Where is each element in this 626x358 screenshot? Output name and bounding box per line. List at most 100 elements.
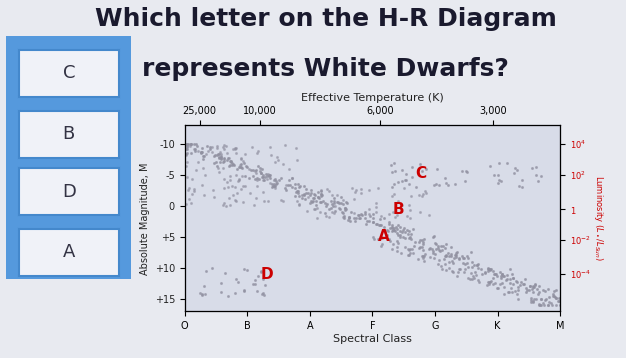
X-axis label: Spectral Class: Spectral Class: [333, 334, 412, 344]
Point: [382, 232, 393, 238]
Point: [356, 216, 366, 221]
Point: [431, 242, 441, 247]
Point: [500, 291, 510, 297]
Point: [239, 199, 249, 205]
Point: [371, 209, 381, 215]
Point: [365, 213, 375, 218]
Point: [316, 187, 326, 193]
Point: [375, 216, 385, 222]
Point: [221, 143, 231, 149]
Point: [235, 164, 245, 170]
Point: [393, 179, 403, 185]
Point: [533, 178, 543, 184]
Point: [182, 174, 192, 180]
Point: [418, 247, 428, 253]
Point: [526, 299, 536, 305]
Point: [387, 225, 397, 231]
Point: [420, 251, 430, 257]
Point: [398, 168, 408, 173]
Point: [415, 238, 425, 243]
Point: [327, 200, 337, 206]
Point: [438, 243, 448, 249]
Point: [257, 170, 267, 176]
Point: [332, 192, 342, 198]
Point: [521, 285, 531, 291]
Point: [219, 185, 229, 190]
Point: [388, 227, 398, 233]
Point: [340, 207, 350, 213]
Point: [182, 144, 192, 150]
Point: [406, 193, 416, 199]
Point: [260, 282, 270, 288]
Point: [257, 189, 267, 194]
Point: [505, 280, 515, 286]
Point: [184, 196, 194, 202]
Point: [396, 178, 406, 184]
Point: [393, 232, 403, 238]
Point: [543, 286, 553, 292]
Point: [458, 260, 468, 266]
Point: [319, 198, 329, 204]
Point: [292, 188, 302, 194]
Point: [189, 186, 199, 192]
Point: [240, 151, 250, 157]
Point: [242, 267, 252, 272]
Point: [226, 159, 236, 165]
Point: [498, 271, 508, 277]
Point: [418, 241, 428, 246]
Point: [257, 174, 267, 179]
Point: [424, 212, 434, 218]
Point: [190, 146, 200, 152]
Point: [425, 254, 435, 260]
Point: [200, 291, 210, 297]
Point: [181, 141, 191, 147]
Point: [386, 162, 396, 168]
Point: [253, 164, 263, 169]
Point: [210, 153, 220, 158]
Point: [528, 283, 538, 289]
Point: [554, 298, 564, 304]
Point: [260, 174, 270, 180]
Point: [405, 207, 415, 213]
Point: [553, 295, 563, 301]
Point: [227, 183, 237, 189]
Text: C: C: [63, 64, 75, 82]
Point: [485, 267, 495, 273]
Point: [223, 184, 233, 190]
Point: [329, 210, 339, 216]
Point: [180, 151, 190, 156]
Point: [404, 253, 414, 258]
Point: [446, 244, 456, 250]
Point: [414, 246, 424, 251]
Point: [250, 176, 260, 182]
Point: [531, 164, 541, 170]
Point: [336, 206, 346, 212]
Point: [202, 151, 212, 157]
Point: [349, 210, 359, 216]
Point: [231, 172, 241, 178]
Point: [390, 168, 400, 174]
Point: [550, 295, 560, 300]
Point: [202, 144, 212, 149]
Point: [183, 187, 193, 193]
Point: [483, 268, 493, 274]
Point: [418, 253, 428, 259]
Point: [299, 183, 309, 189]
Point: [230, 146, 240, 152]
Point: [195, 290, 205, 296]
Point: [252, 288, 262, 294]
Point: [292, 198, 302, 204]
Point: [462, 260, 472, 266]
Point: [212, 144, 222, 149]
Point: [527, 165, 537, 171]
Point: [282, 183, 292, 188]
Point: [215, 155, 225, 160]
Point: [215, 156, 225, 161]
Point: [236, 156, 246, 161]
Point: [208, 187, 218, 193]
Point: [309, 198, 319, 203]
Point: [181, 151, 191, 157]
Point: [405, 234, 415, 240]
Point: [190, 149, 200, 154]
Point: [309, 195, 319, 200]
